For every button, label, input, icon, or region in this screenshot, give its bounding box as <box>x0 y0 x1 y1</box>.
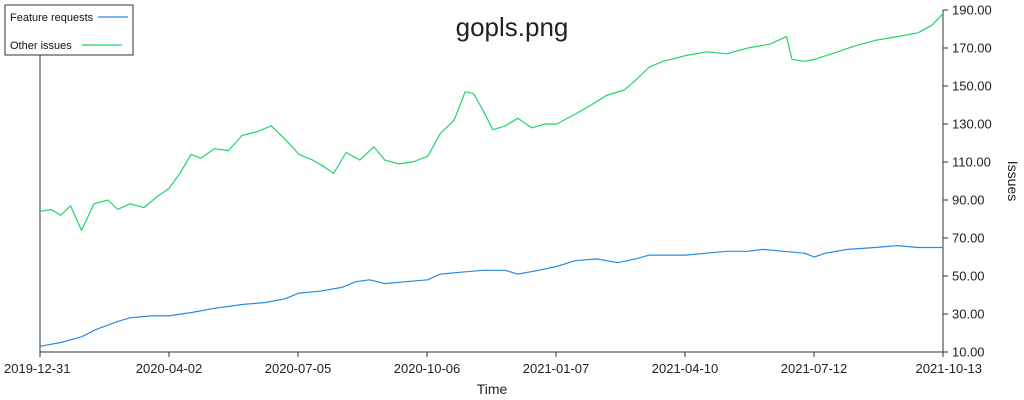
x-axis-title: Time <box>477 381 508 397</box>
y-tick-label: 150.00 <box>952 79 992 94</box>
chart-title: gopls.png <box>456 12 569 42</box>
x-tick-label: 2019-12-31 <box>4 361 71 376</box>
x-tick-label: 2020-04-02 <box>136 361 203 376</box>
legend-label-other-issues: Other issues <box>10 40 72 52</box>
y-tick-label: 170.00 <box>952 41 992 56</box>
y-axis-title: Issues <box>1005 161 1021 201</box>
x-tick-label: 2021-10-13 <box>916 361 983 376</box>
x-tick-label: 2021-04-10 <box>652 361 719 376</box>
plot-area <box>39 10 944 353</box>
y-tick-label: 110.00 <box>952 155 991 170</box>
series-line-feature-requests <box>39 245 943 347</box>
x-tick-label: 2021-07-12 <box>781 361 848 376</box>
y-tick-label: 70.00 <box>952 231 985 246</box>
y-axis-ticks: 10.00 30.00 50.00 70.00 90.00 110.00 130.00 150… <box>943 3 992 360</box>
x-tick-label: 2021-01-07 <box>523 361 590 376</box>
legend: Feature requests Other issues <box>4 4 134 56</box>
y-tick-label: 10.00 <box>952 345 985 360</box>
y-tick-label: 90.00 <box>952 193 985 208</box>
legend-box <box>4 4 134 56</box>
x-axis-ticks: 2019-12-31 2020-04-02 2020-07-05 2020-10-06… <box>4 352 982 376</box>
x-tick-label: 2020-10-06 <box>394 361 461 376</box>
x-tick-label: 2020-07-05 <box>265 361 332 376</box>
legend-label-feature-requests: Feature requests <box>10 12 94 24</box>
y-tick-label: 190.00 <box>952 3 992 18</box>
series-line-other-issues <box>39 13 944 231</box>
y-tick-label: 130.00 <box>952 117 992 132</box>
series-layer <box>39 13 944 347</box>
y-tick-label: 50.00 <box>952 269 985 284</box>
y-tick-label: 30.00 <box>952 307 985 322</box>
